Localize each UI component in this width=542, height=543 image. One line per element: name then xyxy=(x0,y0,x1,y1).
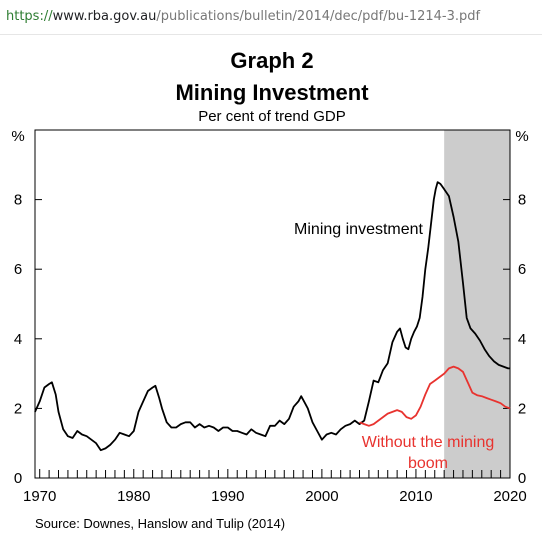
y-axis-label-right: % xyxy=(515,128,528,145)
mining-investment-line xyxy=(34,181,510,452)
x-tick-label: 2010 xyxy=(399,488,432,505)
y-tick-label-left: 8 xyxy=(14,192,22,209)
chart-subtitle: Mining Investment xyxy=(175,80,369,105)
x-tick-label: 2020 xyxy=(493,488,526,505)
x-tick-label: 1970 xyxy=(23,488,56,505)
address-bar[interactable]: https://www.rba.gov.au/publications/bull… xyxy=(0,0,542,35)
plot-frame xyxy=(34,129,511,479)
url-path: /publications/bulletin/2014/dec/pdf/bu-1… xyxy=(156,9,481,24)
y-tick-label-left: 6 xyxy=(14,261,22,278)
url-text[interactable]: https://www.rba.gov.au/publications/bull… xyxy=(6,9,480,24)
chart-title: Graph 2 xyxy=(230,48,313,73)
mining-investment-label: Mining investment xyxy=(294,221,424,238)
y-tick-label-right: 2 xyxy=(518,400,526,417)
url-domain: www.rba.gov.au xyxy=(52,9,157,24)
url-scheme: https:// xyxy=(6,9,53,24)
x-tick-label: 1990 xyxy=(211,488,244,505)
without-mining-label-line2: boom xyxy=(408,455,448,472)
y-tick-label-right: 0 xyxy=(518,470,526,487)
without-mining-boom-line xyxy=(359,365,511,427)
y-tick-label-left: 0 xyxy=(14,470,22,487)
forecast-shaded-region xyxy=(444,130,510,478)
x-tick-label: 2000 xyxy=(305,488,338,505)
y-tick-label-right: 4 xyxy=(518,331,526,348)
y-tick-label-right: 8 xyxy=(518,192,526,209)
without-mining-label-line1: Without the mining xyxy=(362,434,495,451)
x-tick-label: 1980 xyxy=(117,488,150,505)
source-note: Source: Downes, Hanslow and Tulip (2014) xyxy=(35,516,285,531)
y-tick-label-left: 2 xyxy=(14,400,22,417)
chart-unit-note: Per cent of trend GDP xyxy=(198,108,346,125)
y-tick-label-right: 6 xyxy=(518,261,526,278)
y-axis-label-left: % xyxy=(11,128,24,145)
y-tick-label-left: 4 xyxy=(14,331,22,348)
